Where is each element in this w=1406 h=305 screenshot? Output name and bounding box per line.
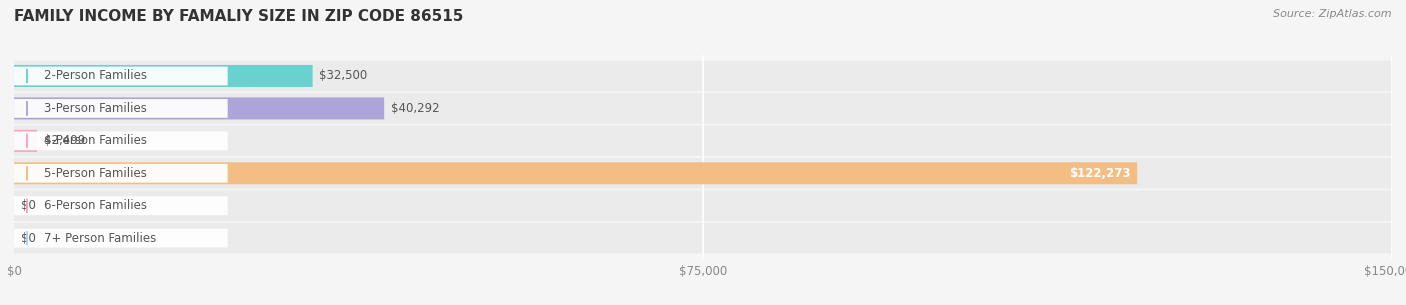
Text: $0: $0 bbox=[21, 232, 35, 245]
Text: 2-Person Families: 2-Person Families bbox=[44, 70, 148, 82]
FancyBboxPatch shape bbox=[14, 131, 228, 150]
FancyBboxPatch shape bbox=[14, 66, 228, 85]
Text: 6-Person Families: 6-Person Families bbox=[44, 199, 148, 212]
Text: 5-Person Families: 5-Person Families bbox=[44, 167, 146, 180]
FancyBboxPatch shape bbox=[14, 164, 228, 183]
Text: Source: ZipAtlas.com: Source: ZipAtlas.com bbox=[1274, 9, 1392, 19]
Text: $0: $0 bbox=[21, 199, 35, 212]
FancyBboxPatch shape bbox=[14, 229, 228, 248]
FancyBboxPatch shape bbox=[14, 158, 1392, 188]
Text: 3-Person Families: 3-Person Families bbox=[44, 102, 146, 115]
FancyBboxPatch shape bbox=[14, 223, 1392, 253]
FancyBboxPatch shape bbox=[14, 130, 37, 152]
FancyBboxPatch shape bbox=[14, 61, 1392, 91]
Text: $2,499: $2,499 bbox=[44, 135, 86, 147]
Text: $40,292: $40,292 bbox=[391, 102, 440, 115]
Text: $122,273: $122,273 bbox=[1069, 167, 1130, 180]
FancyBboxPatch shape bbox=[14, 196, 228, 215]
FancyBboxPatch shape bbox=[14, 65, 312, 87]
Text: 4-Person Families: 4-Person Families bbox=[44, 135, 148, 147]
Text: FAMILY INCOME BY FAMALIY SIZE IN ZIP CODE 86515: FAMILY INCOME BY FAMALIY SIZE IN ZIP COD… bbox=[14, 9, 464, 24]
FancyBboxPatch shape bbox=[14, 162, 1137, 184]
FancyBboxPatch shape bbox=[14, 191, 1392, 221]
Text: $32,500: $32,500 bbox=[319, 70, 368, 82]
Text: 7+ Person Families: 7+ Person Families bbox=[44, 232, 156, 245]
FancyBboxPatch shape bbox=[14, 97, 384, 120]
FancyBboxPatch shape bbox=[14, 93, 1392, 124]
FancyBboxPatch shape bbox=[14, 126, 1392, 156]
FancyBboxPatch shape bbox=[14, 99, 228, 118]
